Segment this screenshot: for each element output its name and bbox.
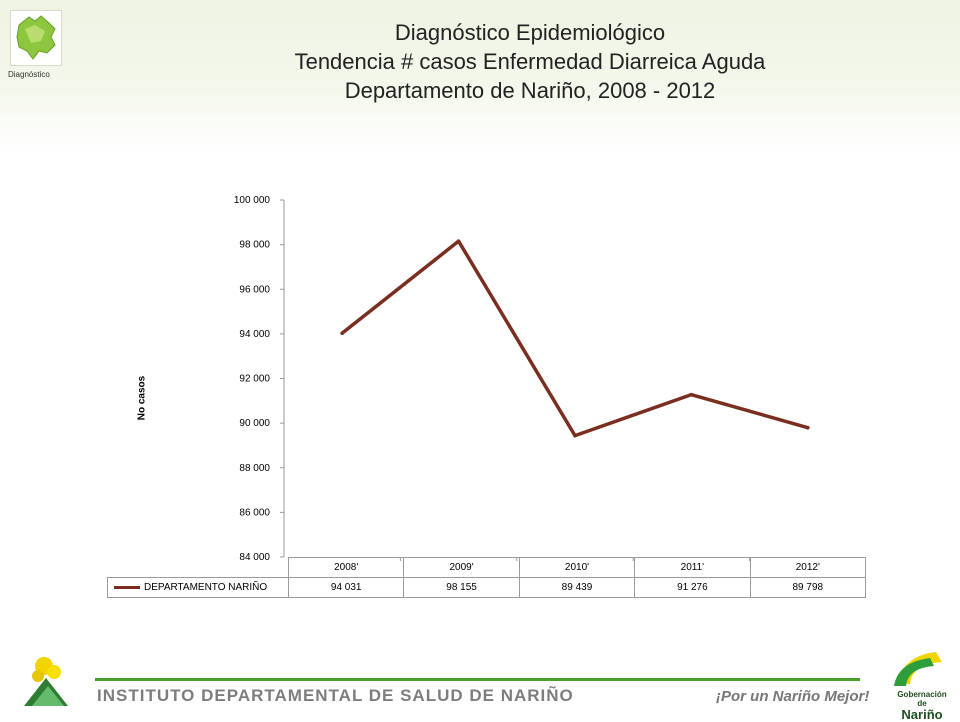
value-label: 94 031 [287,577,405,598]
header-band [0,0,960,150]
title-line-1: Diagnóstico Epidemiológico [394,20,666,45]
page-title: Diagnóstico Epidemiológico Tendencia # c… [180,18,880,105]
y-tick-label: 90 000 [239,418,270,429]
category-label: 2009' [403,557,520,578]
data-point [456,239,461,243]
gobernacion-logo-icon [894,652,942,686]
y-tick-label: 88 000 [239,463,270,474]
diagnostico-logo[interactable] [10,10,62,66]
value-label: 98 155 [403,577,520,598]
logo-caption: Diagnóstico [8,70,50,79]
data-point [573,433,577,438]
value-label: 89 439 [518,577,636,598]
title-line-2: Tendencia # casos Enfermedad Diarreica A… [294,49,766,74]
category-label: 2008' [287,557,405,578]
data-point [806,425,810,430]
gob-small: Gobernación de [897,690,947,708]
y-tick-label: 96 000 [239,284,270,295]
legend-entry: DEPARTAMENTO NARIÑO [107,577,289,598]
legend-swatch [114,585,140,589]
title-line-3: Departamento de Nariño, 2008 - 2012 [344,78,716,103]
series-name: DEPARTAMENTO NARIÑO [144,582,268,593]
y-tick-label: 86 000 [239,507,270,518]
slogan: ¡Por un Nariño Mejor! [716,688,870,705]
category-label: 2010' [518,557,636,578]
y-tick-label: 94 000 [239,329,270,340]
institute-name: INSTITUTO DEPARTAMENTAL DE SALUD DE NARI… [97,686,574,705]
data-table-header-row: 2008' 2009' 2010' 2011' 2012' [107,557,867,578]
category-label: 2012' [749,557,867,578]
value-label: 89 798 [749,577,867,598]
series-line [340,239,810,438]
data-point [340,331,345,335]
data-point [689,392,694,397]
y-tick-label: 98 000 [239,240,270,251]
y-axis-label: No casos [136,375,148,421]
flower-logo-icon [24,657,68,706]
y-tick-label: 92 000 [239,374,270,385]
data-table-row: DEPARTAMENTO NARIÑO 94 031 98 155 89 439… [107,577,867,598]
footer-divider [95,678,860,681]
gob-big: Nariño [901,707,943,722]
value-label: 91 276 [634,577,751,598]
category-label: 2011' [634,557,751,578]
y-tick-label: 100 000 [234,195,271,206]
data-table: 2008' 2009' 2010' 2011' 2012' DEPARTAMEN… [107,557,867,598]
data-table-corner [107,557,289,578]
map-icon [16,15,56,60]
gobernacion-text: Gobernación de Nariño [892,690,952,722]
